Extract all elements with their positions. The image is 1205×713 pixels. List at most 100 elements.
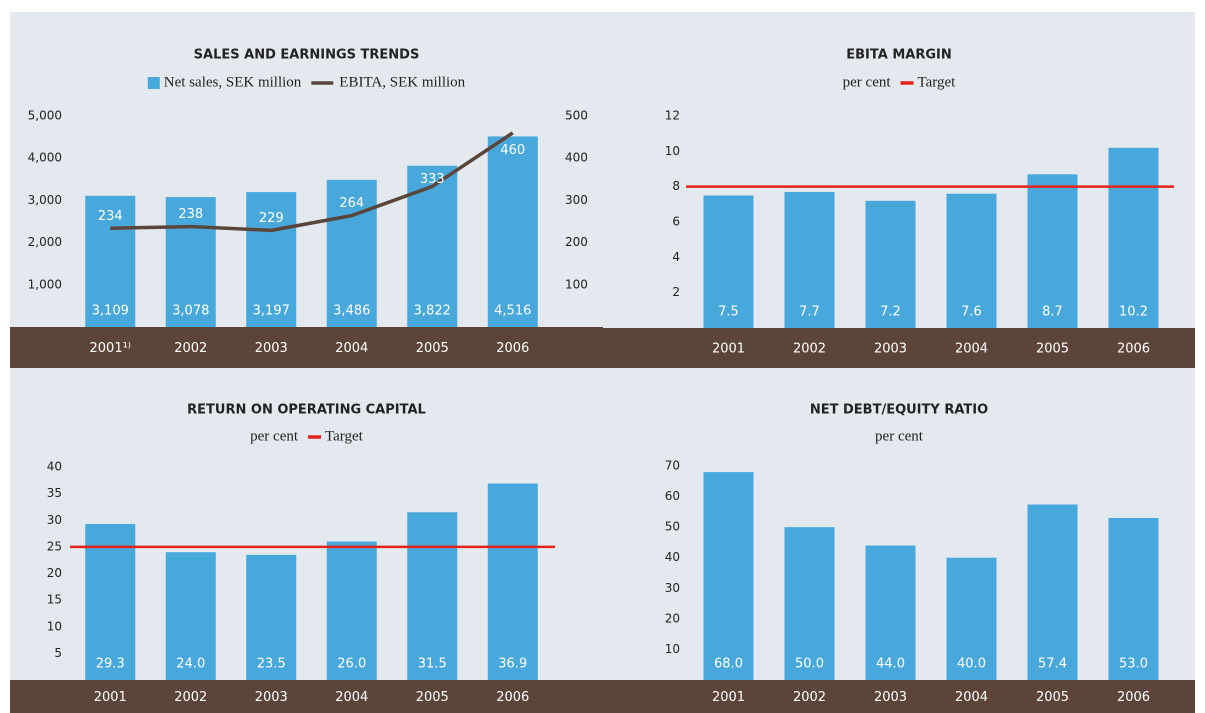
x-tick-label: 2003 [255, 341, 288, 356]
bar-value-label: 50.0 [795, 657, 824, 672]
x-tick-label: 2003 [255, 690, 288, 705]
bar [85, 195, 136, 327]
legend-label: Target [325, 428, 364, 444]
x-tick-label: 2005 [416, 341, 449, 356]
bar-value-label: 7.7 [799, 305, 820, 320]
bar [246, 192, 297, 327]
x-tick-label: 2003 [874, 342, 907, 357]
bar [487, 483, 538, 680]
line-value-label: 234 [98, 209, 123, 224]
x-tick-label: 2004 [335, 690, 368, 705]
chart-title: SALES AND EARNINGS TRENDS [194, 48, 420, 63]
bar-value-label: 29.3 [96, 657, 125, 672]
bar [246, 554, 297, 680]
x-tick-label: 2002 [793, 342, 826, 357]
bar-value-label: 7.5 [718, 305, 739, 320]
x-tick-label: 2006 [1117, 690, 1150, 705]
x-tick-label: 2002 [174, 341, 207, 356]
x-tick-label: 2006 [496, 341, 529, 356]
y-tick-label: 8 [672, 179, 680, 193]
bar-value-label: 3,822 [414, 304, 451, 319]
y-tick-label: 30 [665, 581, 680, 595]
x-tick-label: 2004 [955, 342, 988, 357]
y-tick-label: 40 [665, 550, 680, 564]
x-tick-label: 2001 [94, 690, 127, 705]
y-tick-label: 10 [665, 144, 680, 158]
y-tick-label: 30 [47, 513, 62, 527]
y-tick-label: 4,000 [28, 151, 62, 165]
category-band [603, 680, 1195, 713]
legend-label: Target [918, 74, 957, 90]
bar-value-label: 7.6 [961, 305, 982, 320]
legend-swatch [147, 77, 160, 89]
y2-tick-label: 100 [565, 277, 588, 291]
bar [1108, 147, 1159, 328]
x-tick-label: 2006 [1117, 342, 1150, 357]
bar [946, 193, 997, 328]
x-tick-label: 2003 [874, 690, 907, 705]
y-tick-label: 50 [665, 520, 680, 534]
bar-value-label: 3,078 [172, 304, 209, 319]
bar-value-label: 4,516 [494, 304, 531, 319]
bar [326, 179, 377, 327]
category-band [10, 680, 603, 713]
y-tick-label: 5,000 [28, 109, 62, 123]
bar [946, 557, 997, 680]
bar-value-label: 53.0 [1119, 657, 1148, 672]
line-value-label: 238 [178, 207, 203, 222]
bar [407, 512, 458, 680]
y-tick-label: 20 [665, 611, 680, 625]
y-tick-label: 40 [47, 460, 62, 474]
bar-value-label: 40.0 [957, 657, 986, 672]
bar [165, 197, 216, 327]
bar-value-label: 10.2 [1119, 305, 1148, 320]
bar [1108, 517, 1159, 680]
chart-title: EBITA MARGIN [846, 48, 951, 63]
y-tick-label: 60 [665, 489, 680, 503]
legend: per cent Target [843, 74, 957, 90]
legend: per cent Target [250, 428, 364, 444]
y2-tick-label: 300 [565, 193, 588, 207]
y-tick-label: 4 [672, 250, 680, 264]
bar [487, 136, 538, 327]
x-tick-label: 2002 [793, 690, 826, 705]
bar-value-label: 31.5 [418, 657, 447, 672]
y-tick-label: 10 [47, 619, 62, 633]
y2-tick-label: 500 [565, 109, 588, 123]
x-tick-label: 2006 [496, 690, 529, 705]
y-tick-label: 1,000 [28, 277, 62, 291]
x-tick-label: 2004 [335, 341, 368, 356]
y-tick-label: 15 [47, 593, 62, 607]
line-value-label: 264 [339, 196, 364, 211]
bar-value-label: 3,197 [253, 304, 290, 319]
bar-value-label: 7.2 [880, 305, 901, 320]
y-tick-label: 2 [672, 285, 680, 299]
chart-title: RETURN ON OPERATING CAPITAL [187, 403, 426, 418]
bar-value-label: 68.0 [714, 657, 743, 672]
y2-tick-label: 400 [565, 151, 588, 165]
bar [1027, 504, 1078, 680]
legend-label: EBITA, SEK million [339, 74, 465, 90]
y-tick-label: 2,000 [28, 235, 62, 249]
x-tick-label: 2001¹⁾ [90, 341, 132, 356]
y2-tick-label: 200 [565, 235, 588, 249]
bar [165, 552, 216, 680]
chart-subtitle: per cent [250, 428, 299, 444]
bar [703, 195, 754, 328]
category-band [603, 328, 1195, 368]
x-tick-label: 2001 [712, 690, 745, 705]
y-tick-label: 20 [47, 566, 62, 580]
x-tick-label: 2005 [1036, 342, 1069, 357]
bar-value-label: 8.7 [1042, 305, 1063, 320]
bar-value-label: 23.5 [257, 657, 286, 672]
line-value-label: 229 [259, 211, 284, 226]
bar-value-label: 3,486 [333, 304, 370, 319]
line-value-label: 333 [420, 172, 445, 187]
y-tick-label: 10 [665, 642, 680, 656]
bar-value-label: 44.0 [876, 657, 905, 672]
chart-subtitle: per cent [875, 428, 924, 444]
bar-value-label: 24.0 [176, 657, 205, 672]
x-tick-label: 2004 [955, 690, 988, 705]
legend: per cent [875, 428, 924, 444]
